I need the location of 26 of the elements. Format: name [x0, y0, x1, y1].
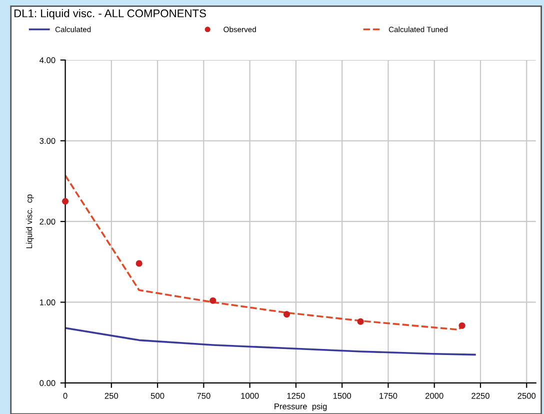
point [357, 318, 364, 325]
x-tick-label: 250 [104, 392, 118, 399]
x-tick-label: 1750 [380, 392, 398, 399]
chart-title: DL1: Liquid visc. - ALL COMPONENTS [14, 9, 206, 20]
y-tick-label: 2.00 [40, 218, 56, 225]
x-tick-label: 1250 [287, 392, 305, 399]
point [62, 198, 69, 205]
x-tick-label: 1000 [241, 392, 259, 399]
x-tick-label: 2000 [426, 392, 444, 399]
y-tick-label: 4.00 [40, 57, 56, 64]
x-tick-label: 2250 [472, 392, 490, 399]
y-tick-label: 1.00 [40, 299, 56, 306]
x-tick-label: 1500 [333, 392, 352, 399]
x-tick-label: 2500 [518, 392, 536, 399]
y-tick-label: 3.00 [40, 138, 56, 144]
point [458, 322, 466, 329]
y-tick-label: 0.00 [40, 380, 56, 386]
point [210, 297, 216, 304]
line-series [65, 327, 476, 356]
x-tick-label: 500 [150, 392, 164, 399]
x-tick-label: 0 [63, 392, 68, 399]
point [283, 311, 290, 318]
x-tick-label: 750 [197, 392, 210, 399]
x-axis-title: Pressure psig [274, 403, 327, 411]
point [136, 260, 142, 267]
y-axis-title: Liquid visc. cp [26, 194, 34, 248]
